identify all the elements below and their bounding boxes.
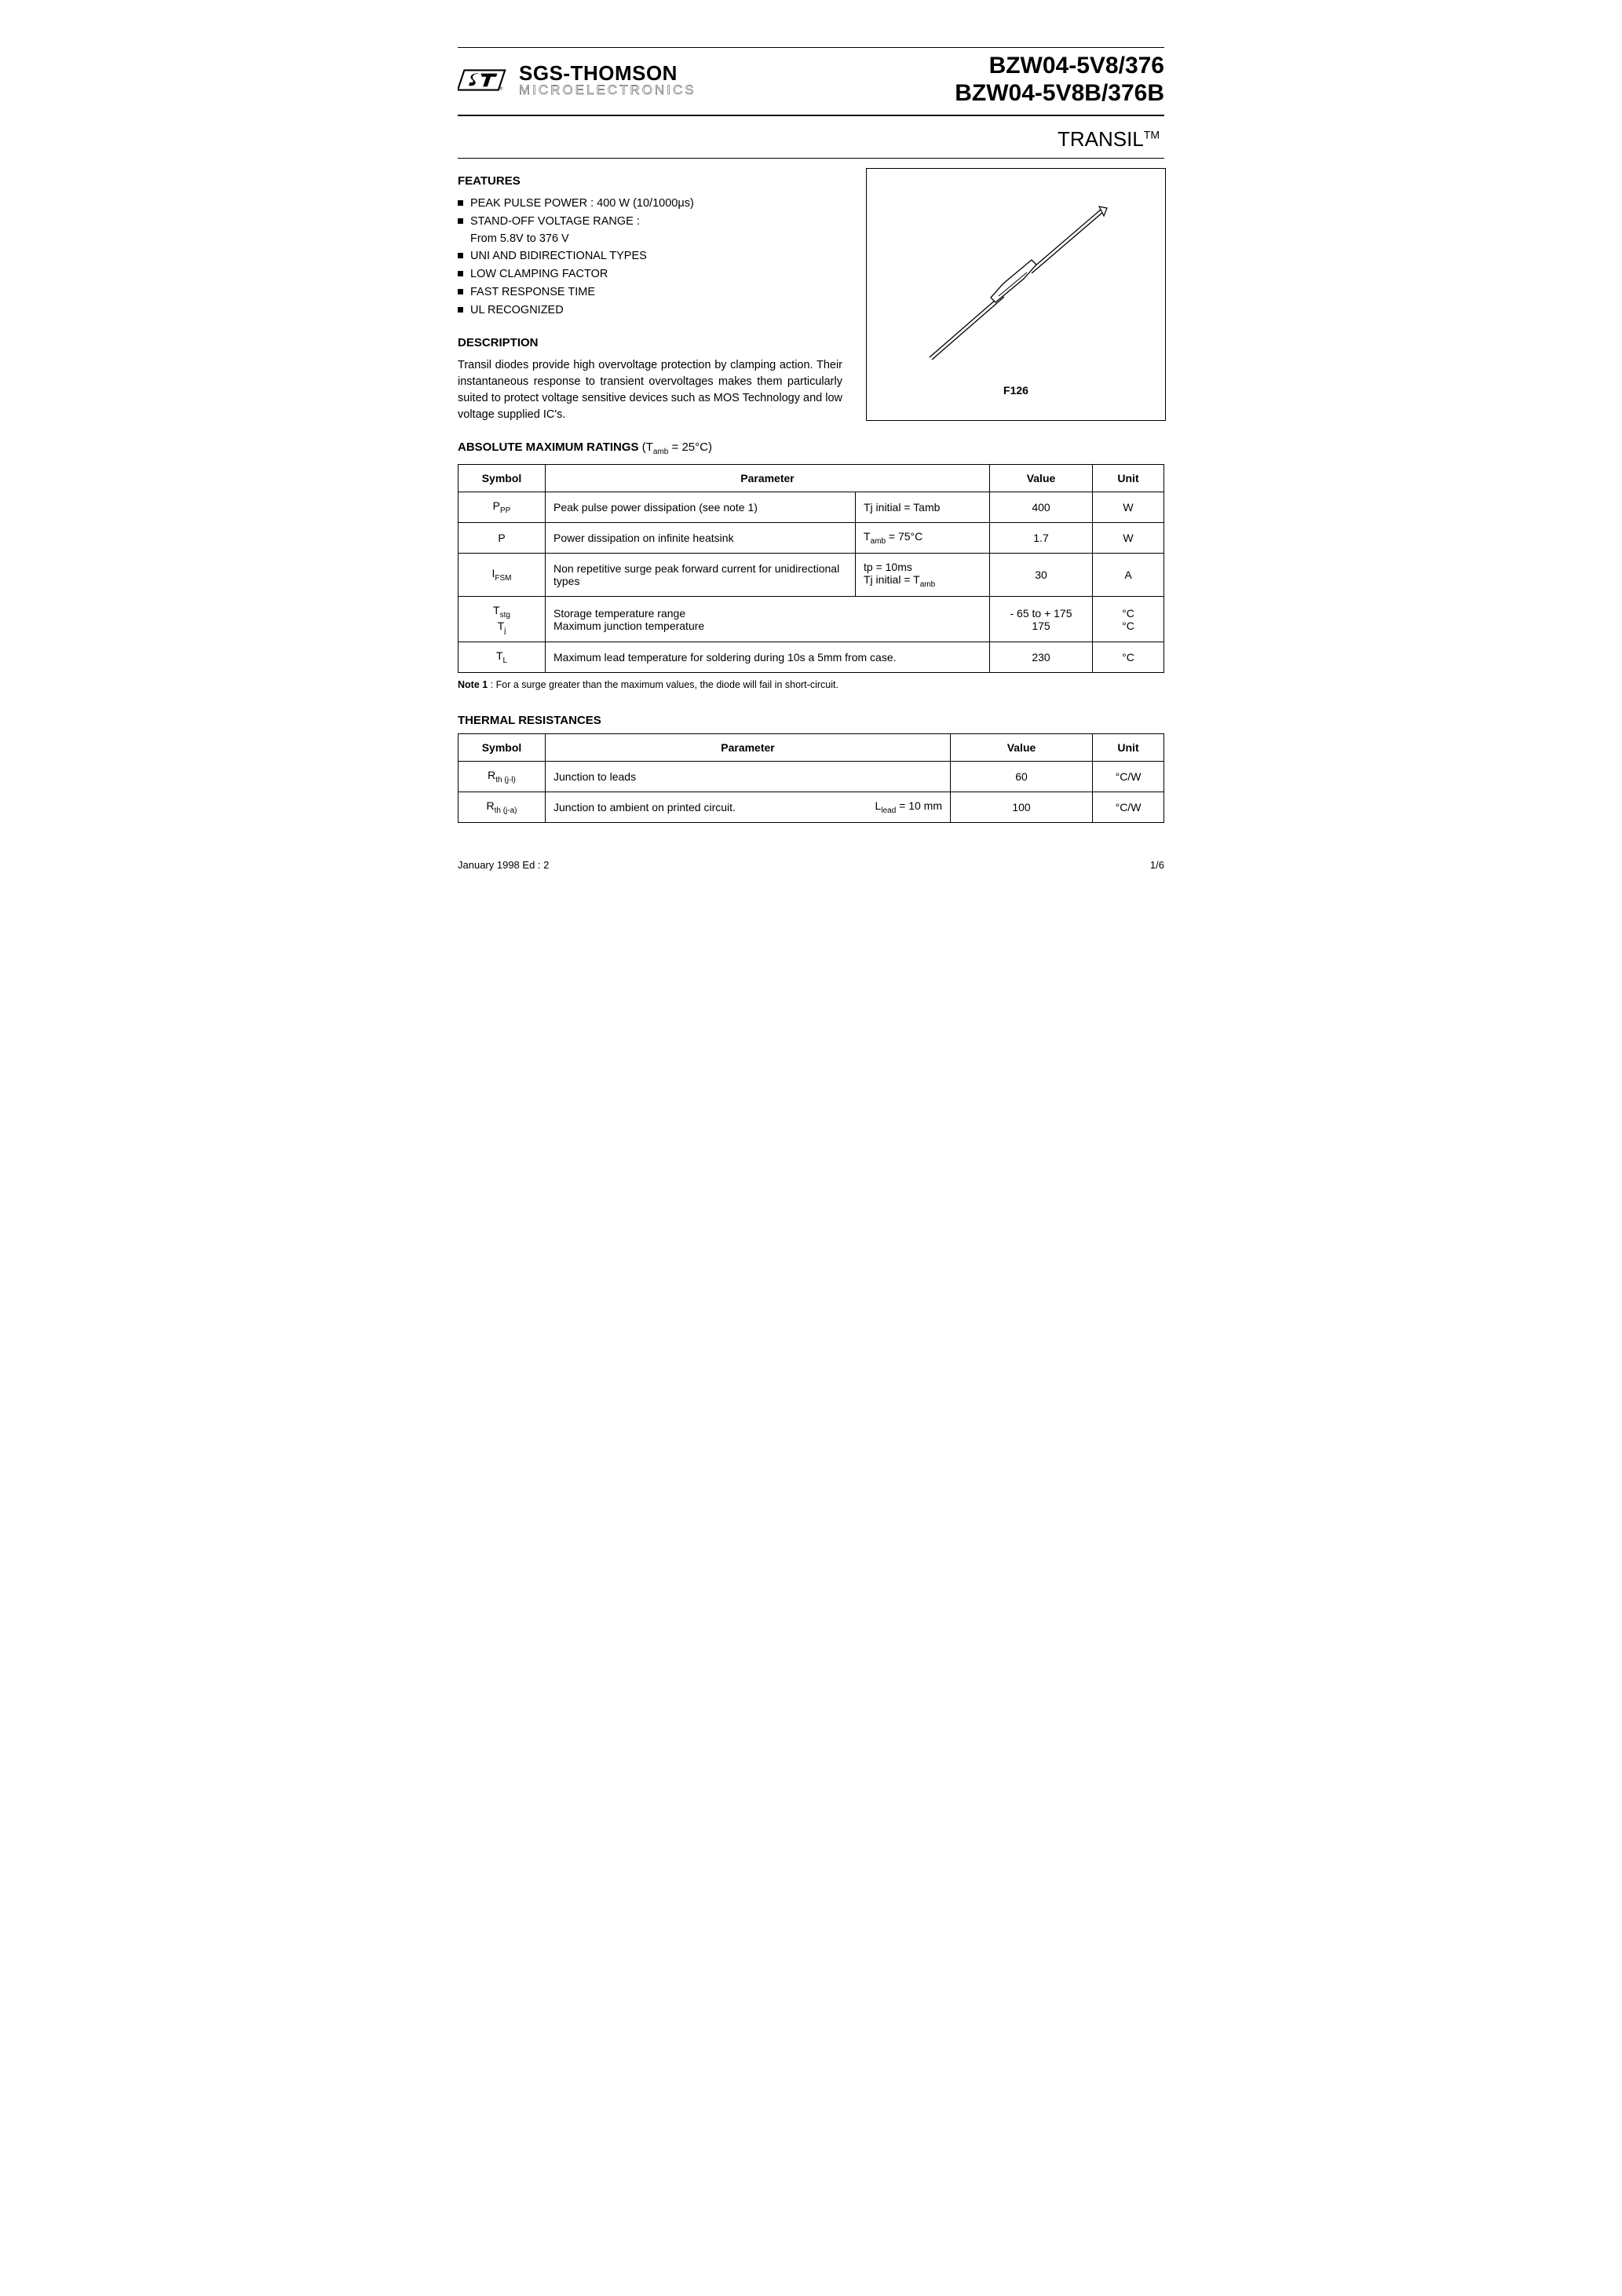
table-row: PPower dissipation on infinite heatsinkT… xyxy=(458,523,1164,554)
note-label: Note 1 xyxy=(458,679,488,690)
abs-max-ratings-table: Symbol Parameter Value Unit PPPPeak puls… xyxy=(458,464,1164,673)
feature-item: STAND-OFF VOLTAGE RANGE : From 5.8V to 3… xyxy=(458,214,842,248)
logo-block: ® SGS-THOMSON MICROELECTRONICS xyxy=(458,62,696,98)
cell-value: - 65 to + 175175 xyxy=(990,596,1093,642)
part-number-1: BZW04-5V8/376 xyxy=(955,53,1164,80)
cell-unit: °C/W xyxy=(1093,792,1164,822)
features-heading: FEATURES xyxy=(458,174,842,188)
subtitle-name: TRANSIL xyxy=(1058,127,1144,151)
svg-text:®: ® xyxy=(499,86,503,91)
part-number-2: BZW04-5V8B/376B xyxy=(955,80,1164,108)
feature-item: UNI AND BIDIRECTIONAL TYPES xyxy=(458,248,842,265)
trademark-sup: TM xyxy=(1144,128,1160,141)
cell-value: 30 xyxy=(990,553,1093,596)
cell-symbol: TstgTj xyxy=(458,596,546,642)
cell-unit: °C/W xyxy=(1093,762,1164,792)
header-row: ® SGS-THOMSON MICROELECTRONICS BZW04-5V8… xyxy=(458,48,1164,115)
col-value: Value xyxy=(990,465,1093,492)
cell-value: 100 xyxy=(951,792,1093,822)
subtitle-rule xyxy=(458,158,1164,159)
description-text: Transil diodes provide high overvoltage … xyxy=(458,357,842,423)
feature-item: PEAK PULSE POWER : 400 W (10/1000μs) xyxy=(458,196,842,213)
package-drawing-icon xyxy=(906,192,1126,381)
package-label: F126 xyxy=(1003,384,1028,397)
cell-condition: Tj initial = Tamb xyxy=(856,492,990,523)
thermal-heading: THERMAL RESISTANCES xyxy=(458,714,1164,727)
col-value: Value xyxy=(951,734,1093,762)
cell-parameter: Peak pulse power dissipation (see note 1… xyxy=(546,492,856,523)
footer-date: January 1998 Ed : 2 xyxy=(458,859,549,871)
cell-unit: A xyxy=(1093,553,1164,596)
cell-condition: tp = 10msTj initial = Tamb xyxy=(856,553,990,596)
brand-sub: MICROELECTRONICS xyxy=(519,83,696,97)
cell-symbol: PPP xyxy=(458,492,546,523)
cell-parameter: Non repetitive surge peak forward curren… xyxy=(546,553,856,596)
cell-value: 1.7 xyxy=(990,523,1093,554)
ratings-heading-text: ABSOLUTE MAXIMUM RATINGS xyxy=(458,441,639,454)
table-header-row: Symbol Parameter Value Unit xyxy=(458,465,1164,492)
cell-symbol: TL xyxy=(458,642,546,673)
cell-parameter: Maximum lead temperature for soldering d… xyxy=(546,642,990,673)
table-row: Rth (j-a)Junction to ambient on printed … xyxy=(458,792,1164,822)
col-symbol: Symbol xyxy=(458,734,546,762)
cell-unit: °C°C xyxy=(1093,596,1164,642)
table-row: PPPPeak pulse power dissipation (see not… xyxy=(458,492,1164,523)
brand-text: SGS-THOMSON MICROELECTRONICS xyxy=(519,63,696,97)
package-outline-box: F126 xyxy=(866,168,1166,421)
abs-max-ratings-heading: ABSOLUTE MAXIMUM RATINGS (Tamb = 25°C) xyxy=(458,441,1164,456)
col-unit: Unit xyxy=(1093,465,1164,492)
feature-item: LOW CLAMPING FACTOR xyxy=(458,266,842,283)
footer-page: 1/6 xyxy=(1150,859,1164,871)
left-column: FEATURES PEAK PULSE POWER : 400 W (10/10… xyxy=(458,168,842,423)
cell-parameter: Junction to ambient on printed circuit.L… xyxy=(546,792,951,822)
col-unit: Unit xyxy=(1093,734,1164,762)
cell-parameter: Storage temperature rangeMaximum junctio… xyxy=(546,596,990,642)
brand-main: SGS-THOMSON xyxy=(519,63,696,83)
cell-parameter: Junction to leads xyxy=(546,762,951,792)
cell-unit: W xyxy=(1093,492,1164,523)
cell-unit: °C xyxy=(1093,642,1164,673)
datasheet-page: ® SGS-THOMSON MICROELECTRONICS BZW04-5V8… xyxy=(418,0,1204,894)
cell-value: 60 xyxy=(951,762,1093,792)
cell-condition: Tamb = 75°C xyxy=(856,523,990,554)
feature-item: UL RECOGNIZED xyxy=(458,302,842,320)
page-footer: January 1998 Ed : 2 1/6 xyxy=(458,859,1164,871)
ratings-condition: (Tamb = 25°C) xyxy=(642,441,712,454)
table-row: IFSMNon repetitive surge peak forward cu… xyxy=(458,553,1164,596)
cell-symbol: Rth (j-l) xyxy=(458,762,546,792)
part-number-block: BZW04-5V8/376 BZW04-5V8B/376B xyxy=(955,53,1164,107)
features-list: PEAK PULSE POWER : 400 W (10/1000μs) STA… xyxy=(458,196,842,319)
note-text: : For a surge greater than the maximum v… xyxy=(491,679,838,690)
cell-symbol: P xyxy=(458,523,546,554)
product-family-title: TRANSILTM xyxy=(458,116,1164,158)
st-logo-icon: ® xyxy=(458,62,513,98)
table-row: TLMaximum lead temperature for soldering… xyxy=(458,642,1164,673)
thermal-resistance-table: Symbol Parameter Value Unit Rth (j-l)Jun… xyxy=(458,733,1164,823)
cell-symbol: IFSM xyxy=(458,553,546,596)
table-row: Rth (j-l)Junction to leads60°C/W xyxy=(458,762,1164,792)
col-symbol: Symbol xyxy=(458,465,546,492)
right-column: F126 xyxy=(866,168,1164,423)
note-1: Note 1 : For a surge greater than the ma… xyxy=(458,679,1164,690)
feature-subline: From 5.8V to 376 V xyxy=(470,231,842,248)
cell-value: 230 xyxy=(990,642,1093,673)
description-heading: DESCRIPTION xyxy=(458,336,842,349)
cell-symbol: Rth (j-a) xyxy=(458,792,546,822)
cell-unit: W xyxy=(1093,523,1164,554)
table-header-row: Symbol Parameter Value Unit xyxy=(458,734,1164,762)
feature-text: STAND-OFF VOLTAGE RANGE : xyxy=(470,215,640,228)
cell-value: 400 xyxy=(990,492,1093,523)
feature-item: FAST RESPONSE TIME xyxy=(458,284,842,302)
col-parameter: Parameter xyxy=(546,465,990,492)
cell-parameter: Power dissipation on infinite heatsink xyxy=(546,523,856,554)
top-content-row: FEATURES PEAK PULSE POWER : 400 W (10/10… xyxy=(458,168,1164,423)
col-parameter: Parameter xyxy=(546,734,951,762)
table-row: TstgTjStorage temperature rangeMaximum j… xyxy=(458,596,1164,642)
